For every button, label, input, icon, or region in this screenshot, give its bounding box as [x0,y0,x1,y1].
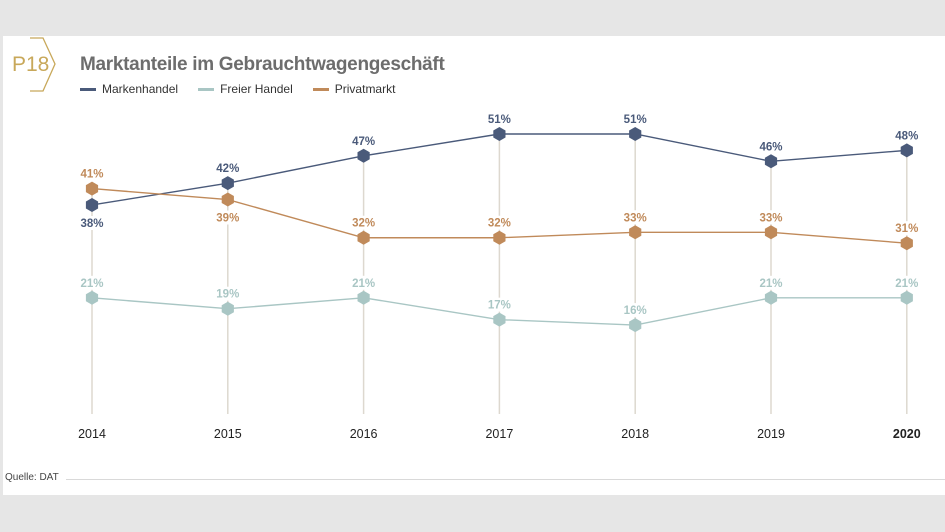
source-note: Quelle: DAT [5,472,59,483]
data-label: 51% [488,114,511,126]
data-point [85,181,99,196]
legend-label: Privatmarkt [334,82,396,96]
data-label: 51% [624,114,647,126]
label-bg [213,161,242,176]
legend-swatch [198,87,215,91]
label-bg [213,286,242,301]
x-tick-label: 2016 [350,427,378,441]
x-tick-label: 2015 [214,427,242,441]
data-point [900,236,913,251]
legend-item-freier-handel: Freier Handel [198,82,293,96]
data-label: 39% [216,213,239,225]
label-bg [213,210,242,225]
x-tick-label: 2017 [485,427,513,441]
legend: Markenhandel Freier Handel Privatmarkt [80,82,395,96]
data-point [221,192,234,207]
line-chart: 38% 42% 47% 51% 51% 46% 48% 21% 19% 21% 17% 16% 21% 2… [78,112,921,441]
data-label: 38% [80,218,103,230]
data-label: 46% [759,141,782,153]
label-bg [78,215,106,230]
data-point [357,230,370,245]
page-badge: P18 [12,53,50,76]
data-point [764,290,778,305]
data-point [629,127,642,141]
source-divider [66,479,945,480]
label-bg [621,112,650,126]
label-bg [757,275,785,290]
data-point [764,154,778,169]
data-point [493,127,506,141]
badge-chevron-icon [30,37,56,92]
data-label: 42% [216,163,239,175]
label-bg [349,133,378,148]
legend-item-markenhandel: Markenhandel [80,82,178,96]
data-point [221,176,234,191]
chart-card: P18 Marktanteile im Gebrauchtwagengeschä… [3,36,945,495]
data-point [493,312,506,327]
data-label: 48% [895,130,918,142]
data-label: 33% [759,212,782,224]
data-label: 21% [895,278,918,290]
legend-swatch [312,87,329,91]
label-bg [78,166,106,181]
x-tick-label: 2018 [621,427,649,441]
data-label: 21% [352,278,375,290]
chart-title: Marktanteile im Gebrauchtwagengeschäft [80,54,445,75]
data-label: 41% [80,169,103,181]
data-point [629,318,642,333]
legend-label: Markenhandel [102,82,179,96]
data-point [764,225,778,240]
data-point [900,143,913,158]
data-label: 21% [80,278,103,290]
data-point [357,290,370,305]
label-bg [485,112,514,126]
data-point [221,301,234,316]
data-point [493,230,506,245]
label-bg [892,221,921,236]
label-bg [757,139,785,154]
data-label: 21% [759,278,782,290]
data-label: 32% [488,218,511,230]
data-label: 31% [895,223,918,235]
data-point [900,290,913,305]
legend-item-privatmarkt: Privatmarkt [312,82,396,96]
label-bg [892,128,921,143]
x-tick-label: 2020 [893,427,921,441]
x-tick-label: 2019 [757,427,785,441]
label-bg [621,210,650,225]
data-label: 19% [216,289,239,301]
data-label: 33% [624,212,647,224]
label-bg [349,275,378,290]
legend-label: Freier Handel [220,82,293,96]
data-point [85,198,99,212]
data-point [629,225,642,240]
data-label: 17% [488,300,511,312]
data-label: 16% [624,305,647,317]
label-bg [349,215,378,230]
data-label: 47% [352,136,375,148]
data-label: 32% [352,218,375,230]
data-point [357,148,370,163]
label-bg [892,275,921,290]
label-bg [621,303,650,318]
legend-swatch [80,87,96,91]
label-bg [485,297,514,312]
x-tick-label: 2014 [78,427,106,441]
label-bg [78,275,106,290]
label-bg [757,210,785,225]
data-point [85,290,99,305]
label-bg [485,215,514,230]
